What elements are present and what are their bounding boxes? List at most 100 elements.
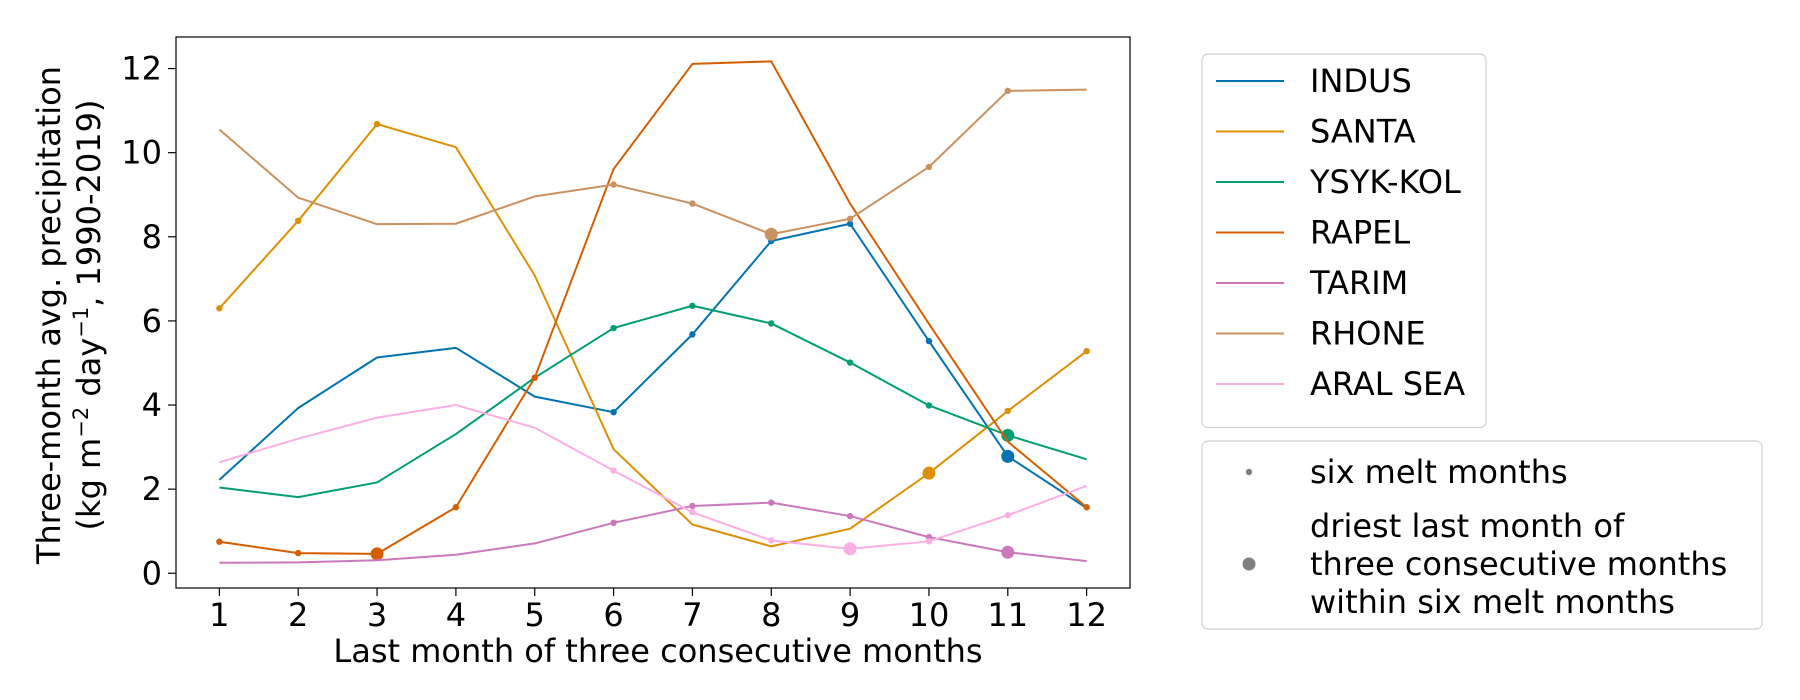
- series-rapel: [216, 60, 1090, 561]
- driest-month-point-aral-sea: [843, 542, 857, 556]
- x-tick-label: 12: [1066, 596, 1107, 634]
- y-axis-label: Three-month avg. precipitation (kg m−2 d…: [30, 66, 108, 565]
- marker-legend: six melt months driest last month ofthree…: [1201, 440, 1763, 630]
- x-tick-label: 5: [525, 596, 545, 634]
- x-tick-label: 8: [761, 596, 781, 634]
- driest-month-point-rapel: [370, 547, 384, 561]
- marker-legend-label-driest-month: driest last month of: [1310, 507, 1625, 545]
- x-tick-label: 6: [603, 596, 623, 634]
- melt-month-point-rapel: [1083, 504, 1090, 511]
- x-tick-label: 11: [987, 596, 1028, 634]
- driest-month-point-santa: [922, 466, 936, 480]
- legend-label-indus: INDUS: [1310, 62, 1412, 100]
- x-tick-label: 2: [288, 596, 308, 634]
- melt-month-point-rapel: [295, 549, 302, 557]
- y-tick-label: 4: [142, 386, 162, 424]
- melt-month-point-aral-sea: [768, 537, 775, 544]
- melt-month-point-aral-sea: [610, 467, 617, 474]
- y-tick-label: 12: [121, 50, 162, 88]
- x-tick-label: 1: [209, 596, 229, 634]
- marker-legend-frame: [1201, 440, 1763, 630]
- series-santa: [216, 120, 1090, 548]
- series-line-aral-sea: [219, 404, 1087, 550]
- series-line-rapel: [219, 60, 1088, 555]
- melt-month-point-rhone: [1004, 87, 1011, 95]
- series-line-ysyk-kol: [219, 304, 1087, 499]
- y-tick-label: 8: [142, 218, 162, 256]
- melt-month-point-santa: [1083, 347, 1090, 355]
- melt-month-point-tarim: [846, 512, 854, 520]
- melt-month-point-ysyk-kol: [925, 402, 933, 409]
- y-tick-label: 2: [142, 470, 162, 508]
- melt-month-point-santa: [373, 120, 381, 128]
- legend-label-tarim: TARIM: [1309, 264, 1408, 302]
- series-line-tarim: [219, 501, 1087, 564]
- marker-legend-label-six-melt-months: six melt months: [1310, 453, 1568, 491]
- plot-area: [175, 36, 1131, 589]
- x-tick-label: 4: [446, 596, 466, 634]
- series-rhone: [218, 87, 1087, 241]
- melt-month-point-santa: [216, 305, 223, 312]
- melt-month-point-aral-sea: [925, 538, 933, 545]
- plot-frame: [175, 36, 1131, 589]
- melt-month-point-aral-sea: [689, 509, 696, 516]
- melt-month-point-tarim: [689, 502, 696, 510]
- melt-month-point-indus: [925, 337, 933, 345]
- y-axis-label-line1: Three-month avg. precipitation: [30, 66, 68, 565]
- melt-month-point-aral-sea: [1004, 512, 1011, 519]
- melt-month-point-indus: [689, 331, 696, 338]
- legend-item-rhone: RHONE: [1216, 315, 1426, 353]
- melt-month-point-tarim: [610, 519, 617, 527]
- legend-label-ysyk-kol: YSYK-KOL: [1309, 163, 1461, 201]
- legend-item-rapel: RAPEL: [1216, 214, 1410, 252]
- melt-month-point-ysyk-kol: [689, 302, 696, 309]
- legend-item-tarim: TARIM: [1216, 264, 1408, 302]
- legend-label-santa: SANTA: [1310, 113, 1416, 151]
- melt-month-point-rhone: [610, 181, 617, 188]
- x-axis: 1 2 3 4 5 6 7 8 9 10 11 12: [209, 588, 1107, 634]
- legend-item-aral-sea: ARAL SEA: [1216, 365, 1465, 403]
- melt-month-point-santa: [295, 217, 302, 225]
- x-axis-label: Last month of three consecutive months: [333, 632, 982, 670]
- legend-item-ysyk-kol: YSYK-KOL: [1216, 163, 1461, 201]
- legend-label-aral-sea: ARAL SEA: [1310, 365, 1465, 403]
- melt-month-point-indus: [610, 408, 617, 416]
- melt-month-point-tarim: [768, 499, 775, 506]
- legend-item-santa: SANTA: [1216, 113, 1416, 151]
- series-line-santa: [218, 123, 1088, 548]
- marker-legend-symbol-driest-month: [1242, 557, 1256, 571]
- y-axis-label-line2: (kg m−2 day−1, 1990-2019): [69, 100, 108, 531]
- x-tick-label: 7: [682, 596, 702, 634]
- melt-month-point-rapel: [216, 538, 223, 545]
- melt-month-point-rapel: [452, 504, 460, 511]
- melt-month-point-ysyk-kol: [846, 359, 854, 366]
- marker-legend-item-six-melt-months: six melt months: [1245, 453, 1568, 491]
- legend-label-rhone: RHONE: [1310, 315, 1426, 353]
- series-aral-sea: [219, 404, 1087, 556]
- y-axis: 0 2 4 6 8 10 12: [121, 50, 176, 592]
- x-tick-label: 10: [909, 596, 950, 634]
- marker-legend-label-driest-month: three consecutive months: [1310, 545, 1727, 583]
- series-line-rhone: [218, 88, 1087, 236]
- x-tick-label: 3: [367, 596, 387, 634]
- melt-month-point-rhone: [925, 163, 933, 171]
- y-tick-label: 6: [142, 302, 162, 340]
- series-legend: INDUS SANTA YSYK-KOL RAPEL TARIM RHONE ARAL SE…: [1201, 53, 1487, 429]
- series-line-indus: [218, 222, 1088, 509]
- driest-month-point-indus: [1001, 449, 1015, 463]
- y-tick-label: 0: [142, 554, 162, 592]
- melt-month-point-rapel: [531, 374, 538, 381]
- x-tick-label: 9: [840, 596, 860, 634]
- melt-month-point-ysyk-kol: [768, 320, 775, 327]
- melt-month-point-santa: [1004, 407, 1011, 415]
- marker-legend-symbol-six-melt-months: [1245, 468, 1253, 476]
- series-tarim: [219, 499, 1087, 564]
- driest-month-point-tarim: [1001, 545, 1015, 559]
- series-indus: [218, 220, 1088, 509]
- melt-month-point-indus: [846, 220, 854, 227]
- driest-month-point-rhone: [764, 227, 778, 241]
- melt-month-point-rhone: [846, 215, 854, 222]
- legend-label-rapel: RAPEL: [1310, 214, 1410, 252]
- legend-item-indus: INDUS: [1216, 62, 1412, 100]
